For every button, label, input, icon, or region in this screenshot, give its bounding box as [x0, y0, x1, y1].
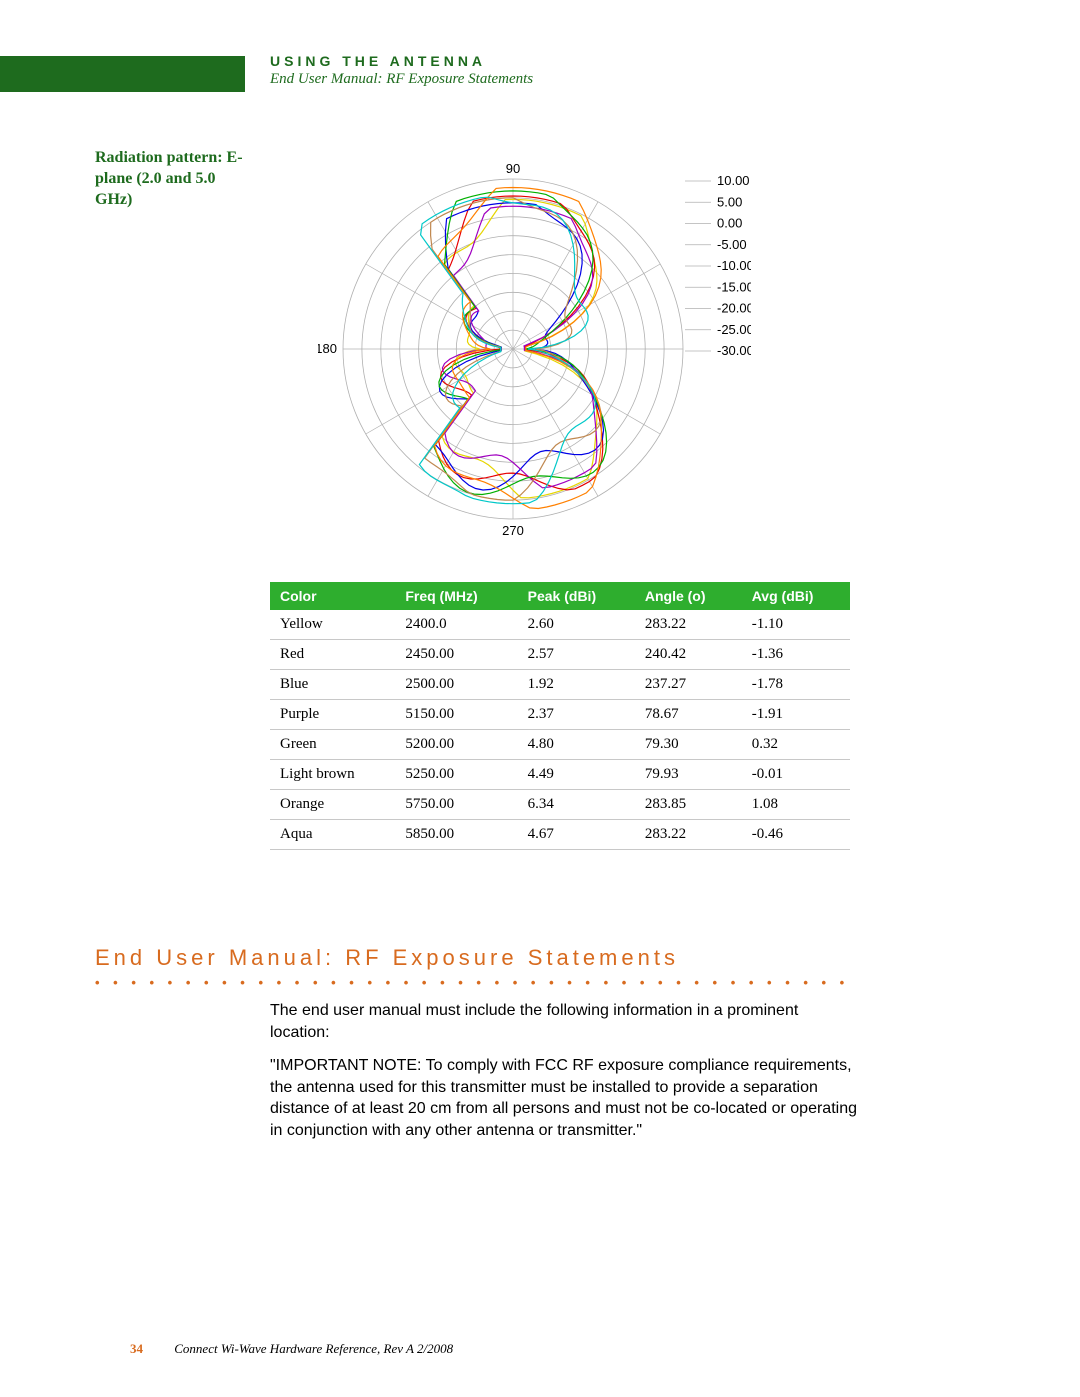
table-cell: 5250.00: [395, 760, 517, 790]
table-cell: 237.27: [635, 670, 742, 700]
table-row: Aqua5850.004.67283.22-0.46: [270, 820, 850, 850]
table-row: Red2450.002.57240.42-1.36: [270, 640, 850, 670]
table-cell: -1.78: [742, 670, 850, 700]
table-cell: 283.85: [635, 790, 742, 820]
footer-text: Connect Wi-Wave Hardware Reference, Rev …: [174, 1341, 453, 1356]
table-cell: 1.08: [742, 790, 850, 820]
svg-text:-25.00: -25.00: [717, 322, 751, 337]
table-cell: 2400.0: [395, 610, 517, 640]
table-cell: 5150.00: [395, 700, 517, 730]
table-cell: 2.57: [518, 640, 635, 670]
table-row: Green5200.004.8079.300.32: [270, 730, 850, 760]
table-header-row: ColorFreq (MHz)Peak (dBi)Angle (o)Avg (d…: [270, 582, 850, 610]
table-cell: 79.93: [635, 760, 742, 790]
table-cell: 79.30: [635, 730, 742, 760]
section-heading: End User Manual: RF Exposure Statements: [95, 945, 679, 971]
table-cell: 4.49: [518, 760, 635, 790]
svg-text:0.00: 0.00: [717, 216, 742, 231]
table-cell: 0.32: [742, 730, 850, 760]
table-cell: Orange: [270, 790, 395, 820]
table-cell: 5750.00: [395, 790, 517, 820]
table-col-header: Color: [270, 582, 395, 610]
page-number: 34: [130, 1341, 143, 1356]
table-col-header: Peak (dBi): [518, 582, 635, 610]
table-row: Purple5150.002.3778.67-1.91: [270, 700, 850, 730]
table-cell: 2.60: [518, 610, 635, 640]
frequency-table: ColorFreq (MHz)Peak (dBi)Angle (o)Avg (d…: [270, 582, 850, 850]
header-section: End User Manual: RF Exposure Statements: [270, 71, 533, 88]
polar-chart: 90 180 270 10.00 5.00 0.00 -5.00 -10.00 -15.00 -2…: [318, 152, 751, 547]
table-cell: 5850.00: [395, 820, 517, 850]
table-cell: 1.92: [518, 670, 635, 700]
table-row: Light brown5250.004.4979.93-0.01: [270, 760, 850, 790]
body-paragraph-2: "IMPORTANT NOTE: To comply with FCC RF e…: [270, 1055, 860, 1141]
svg-text:270: 270: [502, 523, 524, 538]
table-col-header: Avg (dBi): [742, 582, 850, 610]
table-cell: -1.36: [742, 640, 850, 670]
svg-text:-10.00: -10.00: [717, 258, 751, 273]
header-accent-bar: [0, 56, 245, 92]
body-paragraph-1: The end user manual must include the fol…: [270, 1000, 860, 1043]
table-cell: 240.42: [635, 640, 742, 670]
table-cell: Green: [270, 730, 395, 760]
table-cell: Yellow: [270, 610, 395, 640]
page-footer: 34 Connect Wi-Wave Hardware Reference, R…: [130, 1341, 453, 1357]
table-cell: 283.22: [635, 820, 742, 850]
table-cell: Blue: [270, 670, 395, 700]
dotted-rule: • • • • • • • • • • • • • • • • • • • • …: [95, 975, 855, 990]
table-cell: Aqua: [270, 820, 395, 850]
table-row: Blue2500.001.92237.27-1.78: [270, 670, 850, 700]
table-cell: 4.80: [518, 730, 635, 760]
svg-text:10.00: 10.00: [717, 173, 750, 188]
table-cell: 6.34: [518, 790, 635, 820]
table-cell: Red: [270, 640, 395, 670]
svg-text:-5.00: -5.00: [717, 237, 747, 252]
svg-text:-30.00: -30.00: [717, 343, 751, 358]
svg-text:5.00: 5.00: [717, 194, 742, 209]
table-col-header: Angle (o): [635, 582, 742, 610]
table-cell: -0.46: [742, 820, 850, 850]
table-cell: 2500.00: [395, 670, 517, 700]
svg-text:-20.00: -20.00: [717, 301, 751, 316]
table-col-header: Freq (MHz): [395, 582, 517, 610]
sidebar-section-label: Radiation pattern: E-plane (2.0 and 5.0 …: [95, 148, 255, 210]
table-cell: Purple: [270, 700, 395, 730]
table-cell: 2450.00: [395, 640, 517, 670]
table-cell: -1.10: [742, 610, 850, 640]
table-body: Yellow2400.02.60283.22-1.10Red2450.002.5…: [270, 610, 850, 850]
svg-text:90: 90: [506, 161, 520, 176]
svg-text:180: 180: [318, 341, 337, 356]
table-cell: -1.91: [742, 700, 850, 730]
table-cell: -0.01: [742, 760, 850, 790]
table-cell: 4.67: [518, 820, 635, 850]
svg-text:-15.00: -15.00: [717, 279, 751, 294]
running-header: USING THE ANTENNA End User Manual: RF Ex…: [270, 53, 533, 88]
table-cell: 2.37: [518, 700, 635, 730]
table-cell: Light brown: [270, 760, 395, 790]
table-cell: 5200.00: [395, 730, 517, 760]
header-chapter: USING THE ANTENNA: [270, 53, 533, 69]
table-row: Yellow2400.02.60283.22-1.10: [270, 610, 850, 640]
table-cell: 78.67: [635, 700, 742, 730]
table-row: Orange5750.006.34283.851.08: [270, 790, 850, 820]
table-cell: 283.22: [635, 610, 742, 640]
